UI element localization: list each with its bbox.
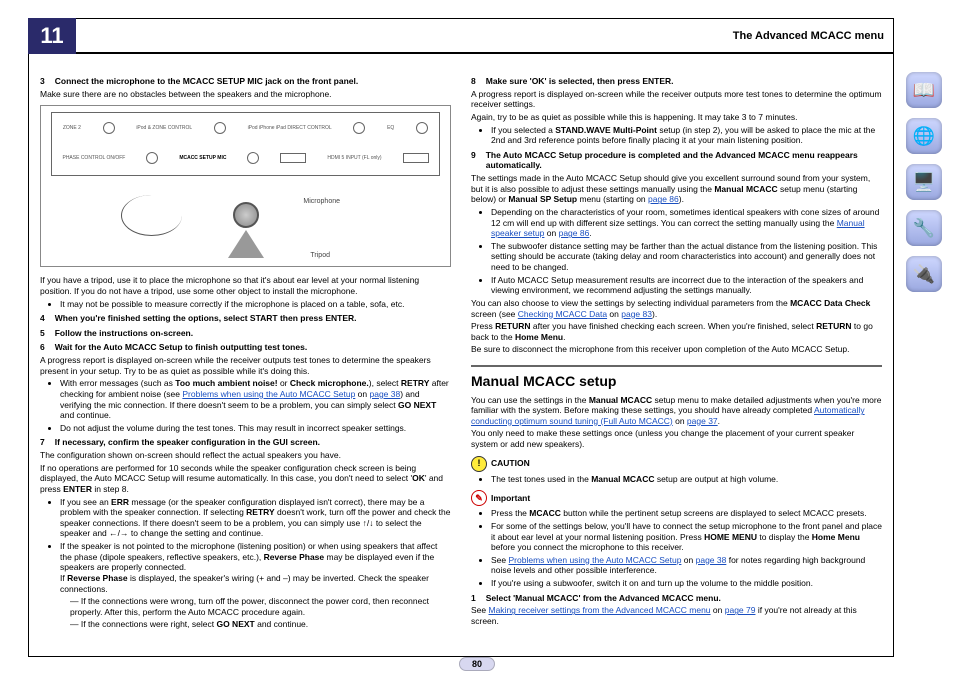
jack-row-top: ZONE 2 iPod & ZONE CONTROL iPod iPhone i… [52, 113, 439, 143]
manual-mcacc-title: Manual MCACC setup [471, 373, 882, 391]
header-rule [76, 52, 894, 54]
important-bullet-4: If you're using a subwoofer, switch it o… [491, 578, 882, 589]
mic-stand [228, 202, 264, 258]
step-7-sub2: If no operations are performed for 10 se… [40, 463, 451, 495]
mic-cable [121, 195, 182, 236]
important-bullets: Press the MCACC button while the pertine… [481, 508, 882, 588]
monitor-icon[interactable]: 🖥️ [906, 164, 942, 200]
step-9-sub: The settings made in the Auto MCACC Setu… [471, 173, 882, 205]
label-tripod: Tripod [310, 252, 330, 261]
step-4-heading: 4When you're finished setting the option… [40, 313, 451, 324]
caution-icon: ! [471, 456, 487, 472]
step-7-sub1: The configuration shown on-screen should… [40, 450, 451, 461]
manual-p2: You only need to make these settings onc… [471, 428, 882, 449]
step-8-sub: A progress report is displayed on-screen… [471, 89, 882, 110]
step-9-heading: 9The Auto MCACC Setup procedure is compl… [471, 150, 882, 171]
wrench-icon[interactable]: 🔧 [906, 210, 942, 246]
important-heading: ✎ Important [471, 490, 882, 506]
jack-panel: ZONE 2 iPod & ZONE CONTROL iPod iPhone i… [51, 112, 440, 176]
side-icon-bar: 📖 🌐 🖥️ 🔧 🔌 [906, 72, 942, 292]
globe-icon[interactable]: 🌐 [906, 118, 942, 154]
page-number: 80 [459, 657, 495, 671]
tripod-bullets: It may not be possible to measure correc… [50, 299, 451, 310]
important-icon: ✎ [471, 490, 487, 506]
caution-bullets: The test tones used in the Manual MCACC … [481, 474, 882, 485]
step-6-bullet-1: With error messages (such as Too much am… [60, 378, 451, 421]
link-page-79[interactable]: page 79 [725, 605, 756, 615]
step-7-heading: 7If necessary, confirm the speaker confi… [40, 437, 451, 448]
section-divider [471, 365, 882, 367]
chapter-number: 11 [28, 18, 76, 54]
step-9-p3: Press RETURN after you have finished che… [471, 321, 882, 342]
important-bullet-2: For some of the settings below, you'll h… [491, 521, 882, 553]
tripod-bullet-1: It may not be possible to measure correc… [60, 299, 451, 310]
tripod-para: If you have a tripod, use it to place th… [40, 275, 451, 296]
step-7-dash-1: — If the connections were wrong, turn of… [70, 596, 451, 617]
manual-p1: You can use the settings in the Manual M… [471, 395, 882, 427]
right-column: 8Make sure 'OK' is selected, then press … [471, 72, 882, 645]
link-page-86[interactable]: page 86 [648, 194, 679, 204]
step-6-heading: 6Wait for the Auto MCACC Setup to finish… [40, 342, 451, 353]
step-9-bullet-3: If Auto MCACC Setup measurement results … [491, 275, 882, 296]
link-checking-mcacc-data[interactable]: Checking MCACC Data [518, 309, 607, 319]
link-auto-mcacc-problems[interactable]: Problems when using the Auto MCACC Setup [182, 389, 355, 399]
step-7-dash-2: — If the connections were right, select … [70, 619, 451, 630]
jack-row-bottom: PHASE CONTROL ON/OFF MCACC SETUP MIC HDM… [52, 143, 439, 173]
link-auto-mcacc-problems-2[interactable]: Problems when using the Auto MCACC Setup [509, 555, 682, 565]
step-9-bullet-2: The subwoofer distance setting may be fa… [491, 241, 882, 273]
content-columns: 3Connect the microphone to the MCACC SET… [40, 72, 882, 645]
important-bullet-3: See Problems when using the Auto MCACC S… [491, 555, 882, 576]
step-7-bullet-2: If the speaker is not pointed to the mic… [60, 541, 451, 594]
important-bullet-1: Press the MCACC button while the pertine… [491, 508, 882, 519]
caution-heading: ! CAUTION [471, 456, 882, 472]
step-8-bullets: If you selected a STAND.WAVE Multi-Point… [481, 125, 882, 146]
link-advanced-mcacc-menu[interactable]: Making receiver settings from the Advanc… [489, 605, 711, 615]
link-page-38[interactable]: page 38 [369, 389, 400, 399]
step-3-sub: Make sure there are no obstacles between… [40, 89, 451, 100]
link-page-37[interactable]: page 37 [687, 416, 718, 426]
step-9-p4: Be sure to disconnect the microphone fro… [471, 344, 882, 355]
link-page-83[interactable]: page 83 [621, 309, 652, 319]
step-9-bullet-1: Depending on the characteristics of your… [491, 207, 882, 239]
step-9-bullets: Depending on the characteristics of your… [481, 207, 882, 296]
step-5-heading: 5Follow the instructions on-screen. [40, 328, 451, 339]
step-8-sub2: Again, try to be as quiet as possible wh… [471, 112, 882, 123]
link-page-86b[interactable]: page 86 [559, 228, 590, 238]
manual-step-1-sub: See Making receiver settings from the Ad… [471, 605, 882, 626]
manual-step-1-heading: 1Select 'Manual MCACC' from the Advanced… [471, 593, 882, 604]
mic-diagram: ZONE 2 iPod & ZONE CONTROL iPod iPhone i… [40, 105, 451, 267]
step-6-bullet-2: Do not adjust the volume during the test… [60, 423, 451, 434]
link-page-38b[interactable]: page 38 [696, 555, 727, 565]
left-column: 3Connect the microphone to the MCACC SET… [40, 72, 451, 645]
header-title: The Advanced MCACC menu [733, 30, 884, 42]
step-8-heading: 8Make sure 'OK' is selected, then press … [471, 76, 882, 87]
power-icon[interactable]: 🔌 [906, 256, 942, 292]
step-6-sub: A progress report is displayed on-screen… [40, 355, 451, 376]
step-3-text: Connect the microphone to the MCACC SETU… [55, 76, 359, 87]
step-9-p2: You can also choose to view the settings… [471, 298, 882, 319]
step-7-bullets: If you see an ERR message (or the speake… [50, 497, 451, 595]
caution-bullet-1: The test tones used in the Manual MCACC … [491, 474, 882, 485]
label-microphone: Microphone [303, 198, 340, 207]
step-7-bullet-1: If you see an ERR message (or the speake… [60, 497, 451, 540]
step-8-bullet-1: If you selected a STAND.WAVE Multi-Point… [491, 125, 882, 146]
step-3-heading: 3Connect the microphone to the MCACC SET… [40, 76, 451, 87]
book-icon[interactable]: 📖 [906, 72, 942, 108]
step-6-bullets: With error messages (such as Too much am… [50, 378, 451, 433]
